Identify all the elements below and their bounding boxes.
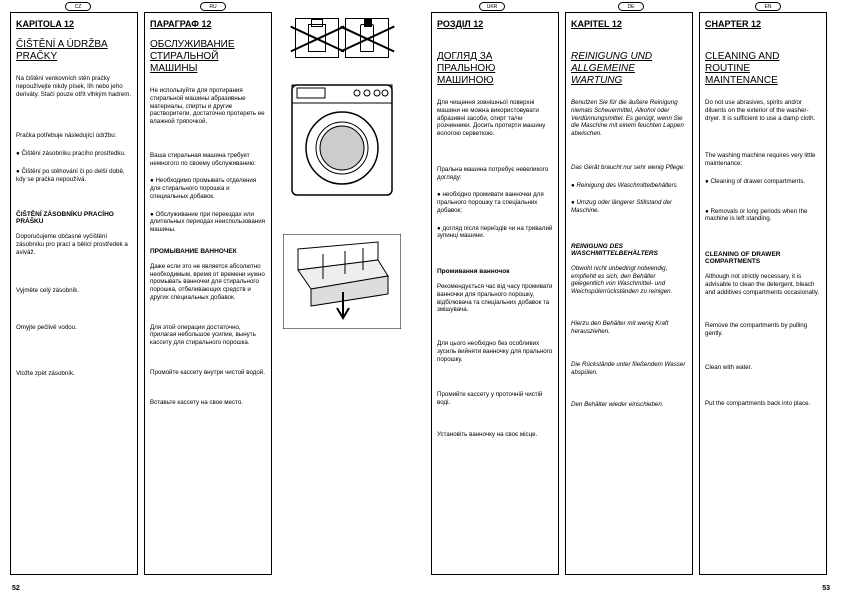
para: ● Обслуживание при переездах или длитель… — [150, 211, 266, 234]
para: Benutzen Sie für die äußere Reinigung ni… — [571, 99, 687, 138]
column-images — [278, 12, 406, 575]
para: Установіть ванночку на своє місце. — [437, 431, 553, 439]
para: ● Cleaning of drawer compartments. — [705, 178, 821, 186]
sub-heading: CLEANING OF DRAWER COMPARTMENTS — [705, 251, 821, 265]
para: Для чищення зовнішньої поверхні машини н… — [437, 99, 553, 138]
para: Remove the compartments by pulling gentl… — [705, 322, 821, 338]
para: Clean with water. — [705, 364, 821, 372]
para: Pračka potřebuje následující údržbu: — [16, 132, 132, 140]
para: Vyjměte celý zásobník. — [16, 287, 132, 295]
para: Пральна машина потребує невеликого догля… — [437, 166, 553, 182]
para: Для цього необхідно без особливих зусиль… — [437, 340, 553, 363]
chapter-heading: РОЗДІЛ 12 — [437, 19, 553, 29]
para: Put the compartments back into place. — [705, 400, 821, 408]
para: Die Rückstände unter fließendem Wasser a… — [571, 361, 687, 377]
para: Obwohl nicht unbedingt notwendig, empfie… — [571, 265, 687, 296]
para: ● Reinigung des Waschmittelbehälters — [571, 182, 687, 190]
para: Omyjte pečlivě vodou. — [16, 324, 132, 332]
main-heading: CLEANING AND ROUTINE MAINTENANCE — [705, 51, 821, 87]
para: Не используйте для протирания стиральной… — [150, 87, 266, 126]
para: Vložte zpět zásobník. — [16, 370, 132, 378]
no-alcohol-icon — [345, 18, 389, 58]
main-heading: REINIGUNG UND ALLGEMEINE WARTUNG — [571, 51, 687, 87]
prohibition-icons — [295, 18, 389, 58]
para: Although not strictly necessary, it is a… — [705, 273, 821, 296]
lang-tag-en: EN — [755, 2, 781, 11]
sub-heading: Промивання ванночок — [437, 268, 553, 275]
main-heading: ČIŠTĚNÍ A ÚDRŽBA PRAČKY — [16, 39, 132, 63]
drawer-illustration — [283, 234, 401, 329]
sub-heading: ПРОМЫВАНИЕ ВАННОЧЕК — [150, 248, 266, 255]
para: Doporučujeme občasné vyčištění zásobníku… — [16, 233, 132, 256]
para: Даже если это не является абсолютно необ… — [150, 263, 266, 302]
column-cz: KAPITOLA 12 ČIŠTĚNÍ A ÚDRŽBA PRAČKY Na č… — [10, 12, 138, 575]
para: Ваша стиральная машина требует немногого… — [150, 152, 266, 168]
main-heading: ОБСЛУЖИВАНИЕ СТИРАЛЬНОЙ МАШИНЫ — [150, 39, 266, 75]
sub-heading: ČIŠTĚNÍ ZÁSOBNÍKU PRACÍHO PRÁŠKU — [16, 211, 132, 225]
para: ● Removals or long periods when the mach… — [705, 208, 821, 224]
para: Na čištění venkovních stěn pračky nepouž… — [16, 75, 132, 98]
para: Вставьте кассету на свое место. — [150, 399, 266, 407]
column-de: KAPITEL 12 REINIGUNG UND ALLGEMEINE WART… — [565, 12, 693, 575]
main-heading: ДОГЛЯД ЗА ПРАЛЬНОЮ МАШИНОЮ — [437, 51, 553, 87]
lang-tag-ru: RU — [200, 2, 226, 11]
page-right: UKR DE EN РОЗДІЛ 12 ДОГЛЯД ЗА ПРАЛЬНОЮ М… — [421, 0, 842, 595]
column-ukr: РОЗДІЛ 12 ДОГЛЯД ЗА ПРАЛЬНОЮ МАШИНОЮ Для… — [431, 12, 559, 575]
para: Das Gerät braucht nur sehr wenig Pflege: — [571, 164, 687, 172]
para: Промойте кассету внутри чистой водой. — [150, 369, 266, 377]
para: ● Čištění po stěhování či po delší době,… — [16, 168, 132, 184]
chapter-heading: KAPITOLA 12 — [16, 19, 132, 29]
para: Промийте кассету у проточній чистій воді… — [437, 391, 553, 407]
sub-heading: REINIGUNG DES WASCHMITTELBEHÄLTERS — [571, 243, 687, 257]
para: ● Umzug oder längerer Stillstand der Mas… — [571, 199, 687, 215]
para: ● необхідно промивати ванночки для праль… — [437, 191, 553, 214]
lang-tag-ukr: UKR — [479, 2, 505, 11]
chapter-heading: ПАРАГРАФ 12 — [150, 19, 266, 29]
para: ● Čištění zásobníku pracího prostředku. — [16, 150, 132, 158]
para: ● Необходимо промывать отделения для сти… — [150, 177, 266, 200]
para: ● догляд після переїздів чи на тривалий … — [437, 225, 553, 241]
para: Для этой операции достаточно, прилагая н… — [150, 324, 266, 347]
lang-tag-cz: CZ — [65, 2, 91, 11]
para: Do not use abrasives, spirits and/or dil… — [705, 99, 821, 122]
column-ru: ПАРАГРАФ 12 ОБСЛУЖИВАНИЕ СТИРАЛЬНОЙ МАШИ… — [144, 12, 272, 575]
para: The washing machine requires very little… — [705, 152, 821, 168]
page-number: 52 — [12, 585, 20, 592]
lang-tag-de: DE — [618, 2, 644, 11]
para: Рекомендується час від часу промивати ва… — [437, 283, 553, 314]
para: Hierzu den Behälter mit wenig Kraft hera… — [571, 320, 687, 336]
column-en: CHAPTER 12 CLEANING AND ROUTINE MAINTENA… — [699, 12, 827, 575]
para: Den Behälter wieder einschieben. — [571, 401, 687, 409]
page-number: 53 — [822, 585, 830, 592]
washing-machine-illustration — [287, 80, 397, 200]
no-spray-icon — [295, 18, 339, 58]
chapter-heading: KAPITEL 12 — [571, 19, 687, 29]
page-left: CZ RU KAPITOLA 12 ČIŠTĚNÍ A ÚDRŽBA PRAČK… — [0, 0, 421, 595]
chapter-heading: CHAPTER 12 — [705, 19, 821, 29]
